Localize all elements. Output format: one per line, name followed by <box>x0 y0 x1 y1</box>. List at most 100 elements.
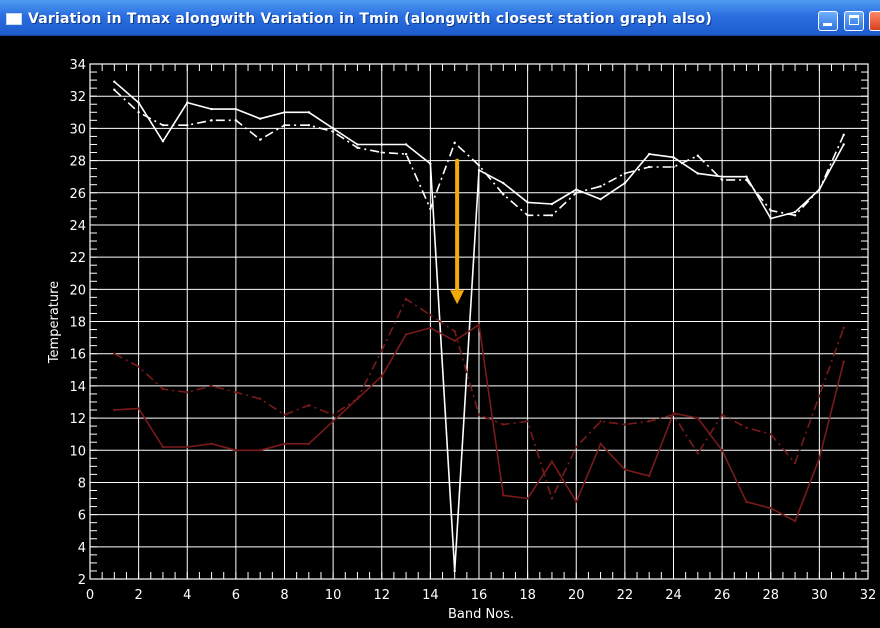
data-point <box>186 391 189 394</box>
data-point <box>623 423 627 426</box>
data-point <box>842 360 845 363</box>
data-point <box>623 172 627 175</box>
data-point <box>258 138 262 141</box>
data-point <box>502 193 505 196</box>
x-tick-label: 16 <box>471 588 488 603</box>
data-point <box>745 178 748 182</box>
data-point <box>283 442 286 446</box>
data-point <box>307 123 311 127</box>
data-point <box>599 420 602 423</box>
data-point <box>113 352 116 355</box>
title-bar[interactable]: Variation in Tmax alongwith Variation in… <box>0 0 880 36</box>
data-point <box>647 474 651 478</box>
x-axis-label: Band Nos. <box>448 607 514 622</box>
y-tick-label: 8 <box>78 476 86 491</box>
data-point <box>793 210 797 214</box>
data-point <box>186 445 189 449</box>
data-point <box>769 506 772 510</box>
data-point <box>331 413 335 417</box>
data-point <box>477 169 481 172</box>
x-tick-label: 12 <box>373 588 390 603</box>
points-layer <box>113 80 845 573</box>
data-point <box>210 384 213 388</box>
data-point <box>234 391 238 394</box>
data-point <box>526 497 529 500</box>
data-point <box>696 416 700 420</box>
x-tick-label: 30 <box>811 588 828 603</box>
x-tick-label: 10 <box>325 588 342 603</box>
y-tick-label: 20 <box>69 283 86 298</box>
data-point <box>307 111 311 114</box>
data-point <box>502 181 505 185</box>
data-point <box>672 156 675 159</box>
data-point <box>818 188 821 191</box>
data-point <box>696 154 700 157</box>
data-point <box>210 442 213 446</box>
labels-layer: 0 2 4 6 8 10 12 14 16 18 20 22 24 26 28 30 3224681012141… <box>69 58 876 603</box>
data-point <box>453 339 456 343</box>
data-point <box>477 413 481 417</box>
data-point <box>258 117 262 120</box>
y-tick-label: 16 <box>69 348 86 363</box>
data-point <box>720 178 724 182</box>
data-point <box>599 197 602 201</box>
y-tick-label: 6 <box>78 509 86 524</box>
data-point <box>623 181 627 185</box>
data-point <box>793 519 797 523</box>
data-point <box>453 569 456 573</box>
data-point <box>113 80 116 83</box>
y-tick-label: 34 <box>69 58 86 73</box>
annotation-layer <box>450 158 465 305</box>
data-point <box>258 397 262 400</box>
chart-svg: 0 2 4 6 8 10 12 14 16 18 20 22 24 26 28 30 3224681012141… <box>47 58 876 622</box>
data-point <box>453 329 456 333</box>
data-point <box>137 365 140 368</box>
data-point <box>380 375 383 378</box>
data-point <box>745 500 748 503</box>
data-point <box>234 449 238 452</box>
y-tick-label: 22 <box>69 251 86 266</box>
data-point <box>550 202 554 206</box>
maximize-icon[interactable] <box>844 11 864 31</box>
data-point <box>307 403 311 407</box>
x-tick-label: 18 <box>519 588 536 603</box>
data-point <box>283 111 286 114</box>
y-tick-label: 2 <box>78 573 86 588</box>
y-tick-label: 10 <box>69 444 86 459</box>
data-point <box>331 130 335 133</box>
ticks-layer <box>89 63 869 580</box>
y-axis-label: Temperature <box>47 281 62 364</box>
y-tick-label: 24 <box>69 219 86 234</box>
data-point <box>331 420 335 423</box>
close-icon[interactable] <box>869 11 880 31</box>
data-point <box>477 164 481 167</box>
data-point <box>526 201 529 204</box>
data-point <box>380 143 383 146</box>
data-point <box>720 449 724 452</box>
data-point <box>745 426 748 429</box>
data-point <box>161 123 165 127</box>
minimize-icon[interactable] <box>818 11 838 31</box>
data-point <box>453 141 456 145</box>
y-tick-label: 28 <box>69 155 86 170</box>
data-point <box>647 165 651 169</box>
x-tick-label: 6 <box>232 588 240 603</box>
x-tick-label: 26 <box>714 588 731 603</box>
data-point <box>113 88 116 91</box>
data-point <box>258 449 262 452</box>
data-point <box>575 500 578 503</box>
data-point <box>745 175 748 178</box>
data-point <box>356 146 359 149</box>
data-point <box>210 119 213 122</box>
data-point <box>380 349 383 352</box>
data-point <box>842 326 845 330</box>
x-tick-label: 0 <box>86 588 94 603</box>
data-point <box>161 140 165 143</box>
data-point <box>331 127 335 130</box>
data-point <box>647 152 651 156</box>
data-point <box>356 143 359 146</box>
data-point <box>672 165 675 169</box>
data-point <box>429 313 432 317</box>
data-point <box>769 217 772 220</box>
x-tick-label: 32 <box>860 588 877 603</box>
